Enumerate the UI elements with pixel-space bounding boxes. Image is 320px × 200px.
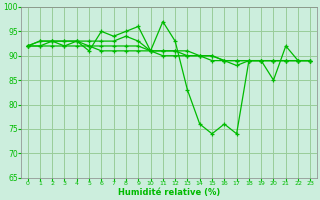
X-axis label: Humidité relative (%): Humidité relative (%) [118,188,220,197]
